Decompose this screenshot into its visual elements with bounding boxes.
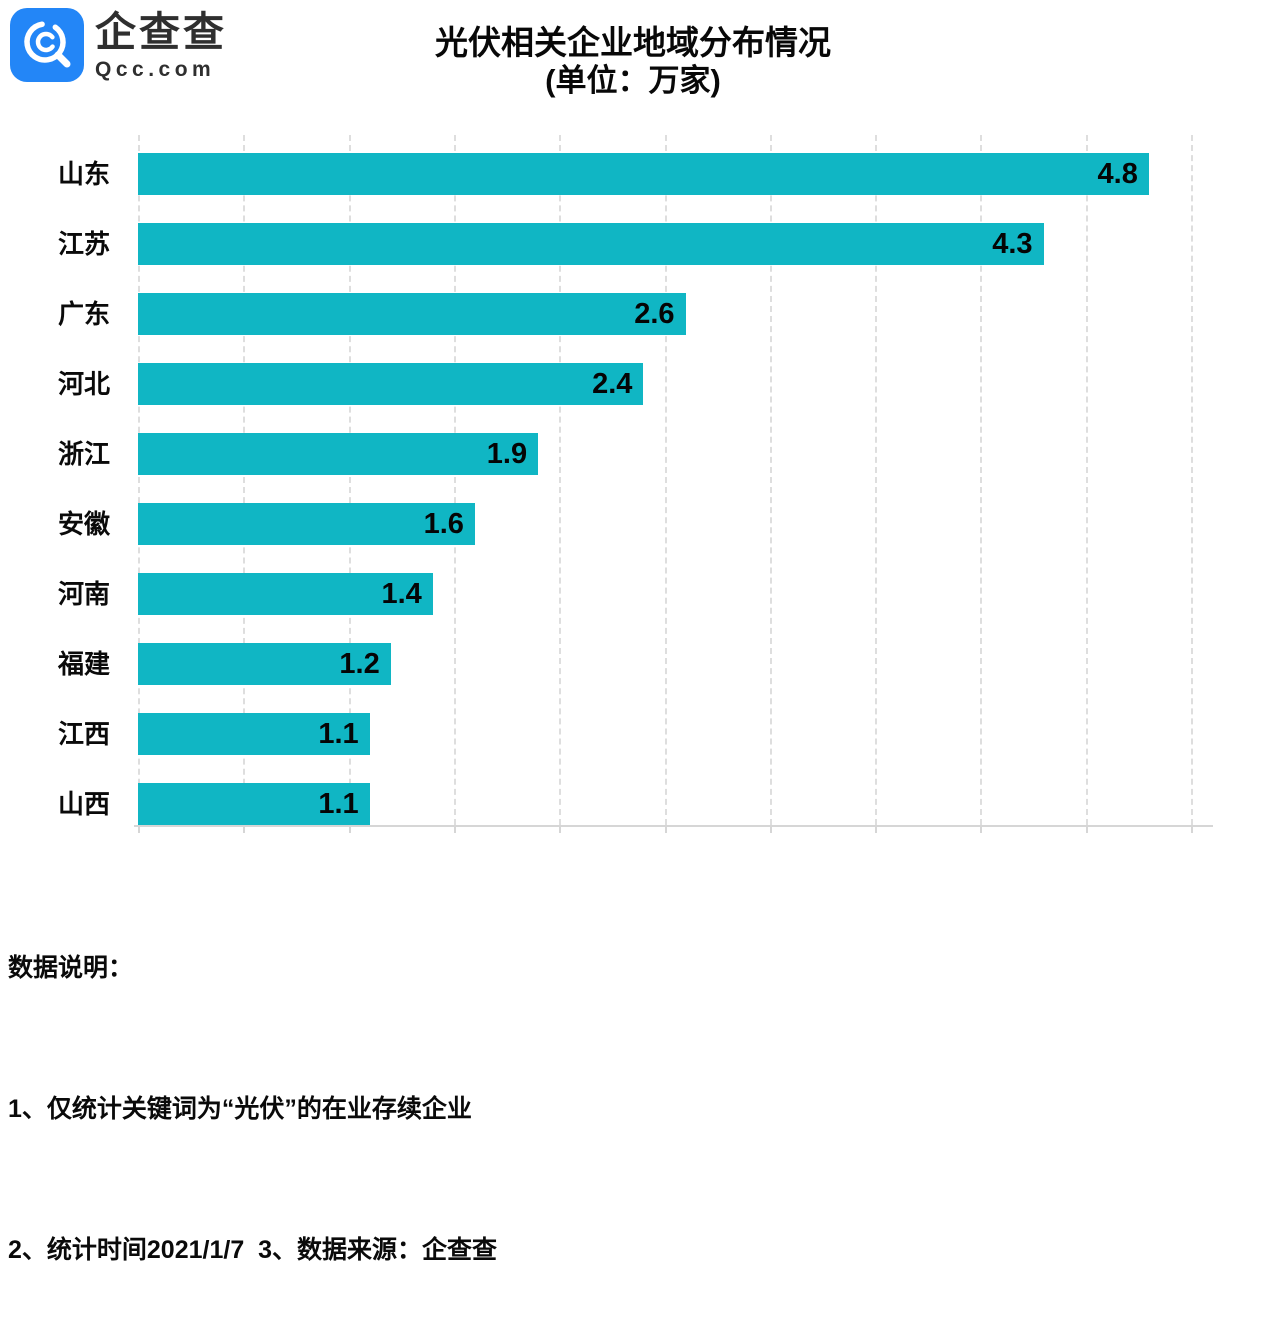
chart-title: 光伏相关企业地域分布情况 bbox=[435, 24, 831, 61]
x-axis-line bbox=[134, 825, 1213, 827]
bar-江西: 1.1 bbox=[138, 713, 370, 755]
axis-tick bbox=[559, 826, 562, 833]
value-label: 2.6 bbox=[634, 298, 675, 330]
gridline bbox=[769, 135, 772, 825]
axis-tick bbox=[664, 826, 667, 833]
axis-tick bbox=[453, 826, 456, 833]
brand-text-block: 企查查 Qcc.com bbox=[95, 8, 227, 83]
category-label: 山东 bbox=[57, 159, 110, 189]
bar-河南: 1.4 bbox=[138, 573, 433, 615]
category-label: 河南 bbox=[57, 579, 110, 609]
bar-江苏: 4.3 bbox=[138, 223, 1044, 265]
axis-tick bbox=[875, 826, 878, 833]
value-label: 4.3 bbox=[992, 228, 1033, 260]
gridline bbox=[980, 135, 983, 825]
brand-name: 企查查 bbox=[95, 9, 227, 55]
qcc-logo: 企查查 Qcc.com bbox=[10, 8, 227, 83]
bar-山西: 1.1 bbox=[138, 783, 370, 825]
category-label: 江西 bbox=[57, 719, 110, 749]
brand-domain: Qcc.com bbox=[95, 58, 216, 81]
category-label: 广东 bbox=[57, 299, 110, 329]
category-label: 浙江 bbox=[57, 439, 110, 469]
gridline bbox=[1191, 135, 1193, 825]
chart-subtitle: (单位：万家) bbox=[545, 63, 721, 98]
axis-tick bbox=[138, 826, 140, 833]
axis-tick bbox=[980, 826, 983, 833]
notes-heading: 数据说明： bbox=[8, 954, 134, 982]
axis-tick bbox=[1085, 826, 1088, 833]
note-line-1: 1、仅统计关键词为“光伏”的在业存续企业 bbox=[8, 1095, 472, 1123]
gridline bbox=[664, 135, 667, 825]
bar-广东: 2.6 bbox=[138, 293, 686, 335]
value-label: 1.2 bbox=[339, 648, 380, 680]
category-label: 江苏 bbox=[57, 229, 110, 259]
gridline bbox=[138, 135, 140, 825]
value-label: 1.1 bbox=[318, 788, 359, 820]
bar-浙江: 1.9 bbox=[138, 433, 539, 475]
bar-福建: 1.2 bbox=[138, 643, 391, 685]
gridline bbox=[559, 135, 562, 825]
plot-area: 山东 4.8 江苏 4.3 广东 2.6 河北 2.4 浙江 1.9 安徽 1.6 河南 1.4 福建 1.2… bbox=[58, 135, 1213, 833]
value-label: 1.6 bbox=[423, 508, 464, 540]
category-label: 河北 bbox=[57, 369, 110, 399]
value-label: 1.1 bbox=[318, 718, 359, 750]
qcc-magnifier-icon bbox=[10, 8, 84, 82]
category-label: 安徽 bbox=[57, 509, 110, 539]
bar-山东: 4.8 bbox=[138, 153, 1149, 195]
axis-tick bbox=[769, 826, 772, 833]
category-label: 山西 bbox=[57, 789, 110, 819]
axis-tick bbox=[348, 826, 351, 833]
note-line-2: 2、统计时间2021/1/7 3、数据来源：企查查 bbox=[8, 1236, 498, 1264]
gridline bbox=[243, 135, 246, 825]
value-label: 1.9 bbox=[486, 438, 528, 470]
axis-tick bbox=[1191, 826, 1193, 833]
gridline bbox=[453, 135, 456, 825]
data-notes: 数据说明： 1、仅统计关键词为“光伏”的在业存续企业 2、统计时间2021/1/… bbox=[8, 851, 497, 1321]
value-label: 1.4 bbox=[381, 578, 422, 610]
bar-河北: 2.4 bbox=[138, 363, 644, 405]
gridline bbox=[348, 135, 351, 825]
chart-title-block: 光伏相关企业地域分布情况 (单位：万家) bbox=[0, 24, 1266, 100]
bar-安徽: 1.6 bbox=[138, 503, 475, 545]
category-label: 福建 bbox=[57, 649, 110, 679]
value-label: 2.4 bbox=[592, 368, 633, 400]
gridline bbox=[1085, 135, 1088, 825]
value-label: 4.8 bbox=[1097, 158, 1138, 190]
gridline bbox=[875, 135, 878, 825]
axis-tick bbox=[243, 826, 246, 833]
